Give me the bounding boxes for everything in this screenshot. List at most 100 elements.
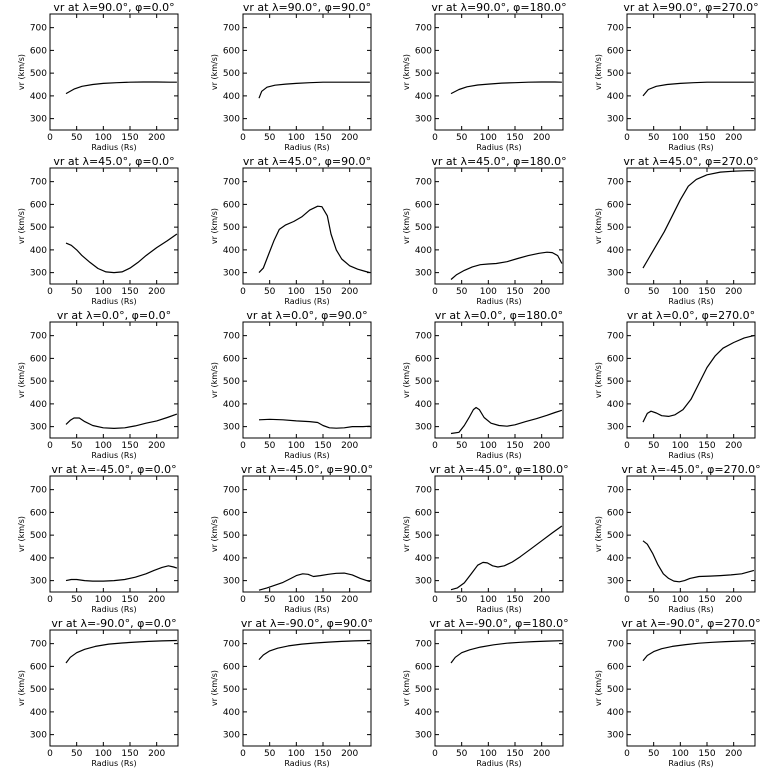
y-tick-label: 300 [30,115,47,125]
y-tick-label: 500 [415,377,432,387]
y-tick-label: 400 [30,246,47,256]
x-tick-label: 100 [672,749,689,759]
plot-frame [49,167,179,285]
x-tick-label: 50 [456,749,468,759]
x-tick-label: 100 [480,133,497,143]
series-line [642,640,754,662]
x-tick-label: 150 [698,595,715,605]
panel: vr at λ=-90.0°, φ=0.0° 0 50 100 150 200 300 400… [17,617,179,768]
y-tick-label: 600 [30,46,47,56]
y-axis-label: vr (km/s) [402,516,411,552]
y-tick-label: 600 [30,508,47,518]
y-tick-label: 500 [30,685,47,695]
plot-frame [626,13,756,131]
y-tick-label: 400 [415,708,432,718]
x-tick-label: 100 [95,595,112,605]
panel: vr at λ=0.0°, φ=0.0° 0 50 100 150 200 300 400 50… [17,309,179,460]
y-tick-label: 700 [223,486,240,496]
series-line [65,81,177,95]
x-tick-label: 200 [725,441,742,451]
panel-title: vr at λ=-45.0°, φ=90.0° [241,463,373,476]
plot-frame [242,321,372,439]
series-line [642,170,754,269]
series-line [450,525,563,591]
x-tick-label: 100 [288,133,305,143]
y-tick-label: 400 [223,554,240,564]
x-tick-label: 100 [480,595,497,605]
y-tick-label: 700 [415,178,432,188]
x-tick-label: 150 [698,749,715,759]
plot-frame [242,629,372,747]
y-tick-label: 300 [223,423,240,433]
series-line [258,81,370,99]
x-tick-label: 50 [264,595,276,605]
y-tick-label: 300 [415,731,432,741]
y-axis-label: vr (km/s) [17,362,26,398]
panel-title: vr at λ=0.0°, φ=0.0° [57,309,171,322]
x-tick-label: 200 [725,749,742,759]
x-tick-label: 150 [314,595,331,605]
y-tick-label: 600 [607,354,624,364]
y-tick-label: 700 [223,24,240,34]
x-tick-label: 150 [506,441,523,451]
plot-frame [434,475,564,593]
y-tick-label: 400 [607,708,624,718]
y-tick-label: 700 [30,24,47,34]
x-axis-label: Radius (Rs) [284,605,329,614]
y-tick-label: 700 [30,640,47,650]
y-tick-label: 700 [415,332,432,342]
panel-title: vr at λ=-90.0°, φ=90.0° [241,617,373,630]
y-tick-label: 500 [415,685,432,695]
x-axis-label: Radius (Rs) [476,451,521,460]
x-tick-label: 0 [432,749,438,759]
x-axis-label: Radius (Rs) [91,605,136,614]
x-tick-label: 0 [47,441,53,451]
x-tick-label: 150 [698,441,715,451]
x-tick-label: 50 [456,441,468,451]
x-tick-label: 50 [264,749,276,759]
panel: vr at λ=45.0°, φ=180.0° 0 50 100 150 200 300 40… [402,155,567,306]
y-axis-label: vr (km/s) [402,208,411,244]
x-tick-label: 100 [95,287,112,297]
x-tick-label: 200 [533,133,550,143]
y-tick-label: 500 [223,377,240,387]
y-tick-label: 400 [607,92,624,102]
x-tick-label: 100 [288,287,305,297]
y-axis-label: vr (km/s) [17,208,26,244]
y-tick-label: 400 [30,554,47,564]
panel-title: vr at λ=-90.0°, φ=270.0° [621,617,760,630]
y-tick-label: 600 [607,46,624,56]
x-tick-label: 0 [47,595,53,605]
y-axis-label: vr (km/s) [210,54,219,90]
x-tick-label: 50 [264,133,276,143]
y-tick-label: 500 [30,531,47,541]
x-tick-label: 150 [506,595,523,605]
plot-frame [626,321,756,439]
y-tick-label: 300 [415,423,432,433]
y-tick-label: 300 [223,269,240,279]
x-tick-label: 50 [456,287,468,297]
y-tick-label: 400 [223,708,240,718]
series-line [450,640,562,664]
panel-title: vr at λ=45.0°, φ=270.0° [623,155,758,168]
x-tick-label: 0 [240,749,246,759]
series-line [258,205,371,274]
x-tick-label: 50 [71,441,83,451]
y-tick-label: 700 [415,486,432,496]
plot-frame [49,321,179,439]
panel: vr at λ=-90.0°, φ=270.0° 0 50 100 150 200 300 4… [594,617,761,768]
panel: vr at λ=90.0°, φ=180.0° 0 50 100 150 200 300 40… [402,1,567,152]
y-tick-label: 300 [607,577,624,587]
plot-frame [626,167,756,285]
panel: vr at λ=0.0°, φ=180.0° 0 50 100 150 200 300 400… [402,309,564,460]
x-tick-label: 200 [341,441,358,451]
panel-title: vr at λ=90.0°, φ=270.0° [623,1,758,14]
x-tick-label: 100 [480,441,497,451]
x-tick-label: 200 [148,595,165,605]
y-tick-label: 500 [415,531,432,541]
x-tick-label: 200 [148,441,165,451]
y-tick-label: 400 [607,554,624,564]
y-tick-label: 500 [223,223,240,233]
panel-title: vr at λ=0.0°, φ=90.0° [246,309,367,322]
x-tick-label: 150 [121,133,138,143]
